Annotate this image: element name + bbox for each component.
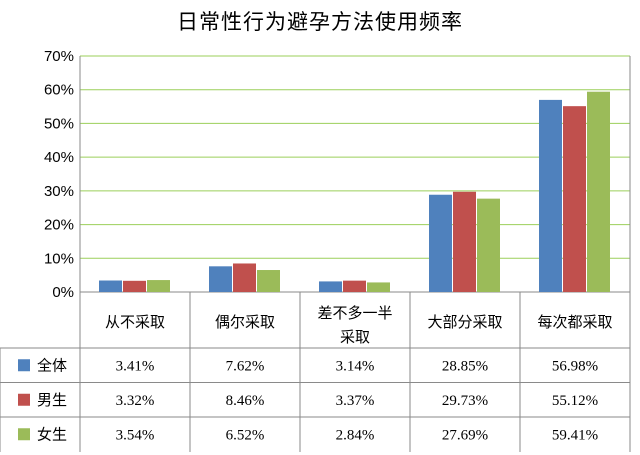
bar-2-3 xyxy=(343,280,366,292)
data-label: 27.69% xyxy=(442,427,488,443)
data-label: 3.32% xyxy=(116,393,155,409)
data-label: 3.37% xyxy=(336,393,375,409)
bar-3-5 xyxy=(587,91,610,292)
data-label: 3.14% xyxy=(336,358,375,374)
bar-1-2 xyxy=(209,266,232,292)
data-label: 8.46% xyxy=(226,393,265,409)
category-label: 采取 xyxy=(340,328,370,346)
category-label: 偶尔采取 xyxy=(215,313,275,331)
y-tick-label: 10% xyxy=(44,250,74,267)
bar-2-2 xyxy=(233,263,256,292)
series-name: 女生 xyxy=(37,425,67,443)
bar-2-1 xyxy=(123,280,146,292)
data-label: 56.98% xyxy=(552,358,598,374)
y-tick-label: 60% xyxy=(44,82,74,99)
category-label: 差不多一半 xyxy=(317,304,392,322)
category-label: 大部分采取 xyxy=(427,313,502,331)
series-name: 男生 xyxy=(37,391,67,409)
legend-key xyxy=(18,393,30,406)
bar-1-4 xyxy=(429,194,452,292)
data-label: 29.73% xyxy=(442,393,488,409)
data-label: 28.85% xyxy=(442,358,488,374)
legend-key xyxy=(18,359,30,372)
y-tick-label: 40% xyxy=(44,149,74,166)
bar-3-1 xyxy=(147,280,170,292)
bar-3-4 xyxy=(477,198,500,292)
data-label: 3.54% xyxy=(116,427,155,443)
category-label: 从不采取 xyxy=(105,313,165,331)
data-label: 59.41% xyxy=(552,427,598,443)
data-label: 7.62% xyxy=(226,358,265,374)
bar-1-3 xyxy=(319,281,342,292)
data-label: 3.41% xyxy=(116,358,155,374)
y-tick-label: 0% xyxy=(52,284,74,301)
y-tick-label: 70% xyxy=(44,48,74,65)
bar-1-5 xyxy=(539,99,562,293)
bar-2-4 xyxy=(453,191,476,292)
bar-3-2 xyxy=(257,270,280,292)
data-label: 55.12% xyxy=(552,393,598,409)
legend-key xyxy=(18,428,30,441)
series-name: 全体 xyxy=(37,356,67,374)
bar-3-3 xyxy=(367,282,390,292)
y-tick-label: 50% xyxy=(44,115,74,132)
bar-2-5 xyxy=(563,106,586,292)
data-label: 2.84% xyxy=(336,427,375,443)
category-label: 每次都采取 xyxy=(537,313,612,331)
chart-title: 日常性行为避孕方法使用频率 xyxy=(177,10,463,34)
bar-1-1 xyxy=(99,280,122,292)
y-tick-label: 30% xyxy=(44,183,74,200)
data-label: 6.52% xyxy=(226,427,265,443)
y-tick-label: 20% xyxy=(44,217,74,234)
